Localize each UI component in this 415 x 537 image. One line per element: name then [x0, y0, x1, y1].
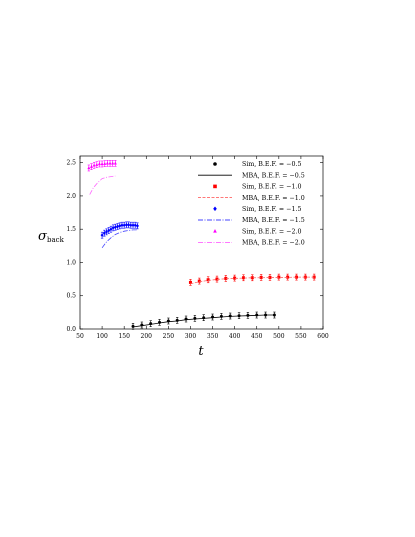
series-1	[132, 314, 275, 328]
data-point	[135, 223, 139, 228]
axis-ticks: 50 100 150 200 250 300 350 400 450 500 550 600 0.0 0.…	[66, 156, 329, 340]
mba-line	[89, 175, 116, 195]
legend-swatch	[213, 206, 217, 212]
y-tick-label: 2.0	[66, 193, 76, 200]
data-point	[103, 161, 107, 165]
data-point	[102, 231, 106, 236]
series-2	[188, 273, 316, 286]
legend-label: Sim, B.E.F. = −0.5	[242, 161, 302, 168]
data-point	[100, 162, 104, 166]
data-point	[133, 223, 137, 228]
series-3	[190, 276, 315, 285]
data-point	[87, 166, 91, 170]
plot-frame	[79, 155, 324, 330]
data-point	[111, 161, 115, 165]
legend-label: MBA, B.E.F. = −1.0	[242, 195, 305, 202]
series-layer	[87, 160, 316, 330]
x-tick-label: 550	[295, 333, 307, 340]
y-tick-label: 2.5	[66, 160, 76, 167]
data-point	[108, 161, 112, 165]
y-axis-label: σ	[38, 229, 48, 244]
legend-swatch	[213, 184, 217, 189]
legend-label: Sim, B.E.F. = −2.0	[242, 228, 302, 235]
mba-line	[190, 276, 315, 285]
data-point	[224, 276, 228, 280]
data-point	[268, 275, 272, 279]
legend-label: MBA, B.E.F. = −2.0	[242, 240, 305, 247]
data-point	[250, 276, 254, 280]
data-point	[105, 229, 109, 234]
data-point	[131, 223, 135, 228]
y-tick-label: 1.0	[66, 259, 76, 266]
data-point	[109, 227, 113, 232]
data-point	[286, 275, 290, 279]
data-point	[197, 279, 201, 283]
data-point	[277, 275, 281, 279]
data-point	[127, 222, 131, 227]
data-point	[89, 164, 93, 168]
legend-swatch	[213, 162, 217, 166]
data-point	[95, 162, 99, 166]
data-point	[124, 222, 128, 227]
mba-line	[101, 229, 138, 249]
data-point	[215, 277, 219, 281]
y-axis-label-subscript: back	[47, 236, 65, 244]
x-tick-label: 250	[163, 333, 175, 340]
legend-label: MBA, B.E.F. = −1.5	[242, 217, 305, 224]
x-tick-label: 600	[317, 333, 329, 340]
x-axis-label: t	[198, 344, 204, 359]
x-tick-label: 50	[76, 333, 84, 340]
legend-label: MBA, B.E.F. = −0.5	[242, 172, 305, 179]
data-point	[113, 161, 117, 165]
data-point	[92, 163, 96, 167]
x-tick-label: 100	[96, 333, 108, 340]
x-tick-label: 500	[273, 333, 285, 340]
y-tick-label: 0.0	[66, 326, 76, 333]
series-4	[100, 221, 139, 239]
data-point	[206, 278, 210, 282]
series-7	[89, 175, 116, 195]
y-tick-label: 0.5	[66, 293, 76, 300]
data-point	[100, 233, 104, 238]
x-tick-label: 200	[141, 333, 153, 340]
y-tick-label: 1.5	[66, 226, 76, 233]
data-point	[122, 223, 126, 228]
series-5	[101, 229, 138, 249]
data-point	[188, 280, 192, 284]
data-point	[113, 225, 117, 230]
data-point	[107, 228, 111, 233]
data-point	[233, 276, 237, 280]
data-point	[118, 223, 122, 228]
data-point	[129, 223, 133, 228]
data-point	[259, 275, 263, 279]
x-tick-label: 350	[207, 333, 219, 340]
x-tick-label: 300	[185, 333, 197, 340]
legend-label: Sim, B.E.F. = −1.0	[242, 184, 302, 191]
data-point	[241, 276, 245, 280]
data-point	[105, 161, 109, 165]
legend-label: Sim, B.E.F. = −1.5	[242, 206, 302, 213]
x-tick-label: 150	[118, 333, 130, 340]
x-tick-label: 400	[229, 333, 241, 340]
data-point	[116, 224, 120, 229]
series-0	[131, 311, 276, 330]
data-point	[120, 223, 124, 228]
x-tick-label: 450	[251, 333, 263, 340]
series-6	[87, 160, 117, 172]
legend: Sim, B.E.F. = −0.5 MBA, B.E.F. = −0.5 Sim,…	[198, 161, 305, 247]
data-point	[97, 162, 101, 166]
data-point	[111, 225, 115, 230]
legend-swatch	[213, 229, 217, 233]
mba-line	[132, 314, 275, 328]
data-point	[131, 324, 135, 328]
